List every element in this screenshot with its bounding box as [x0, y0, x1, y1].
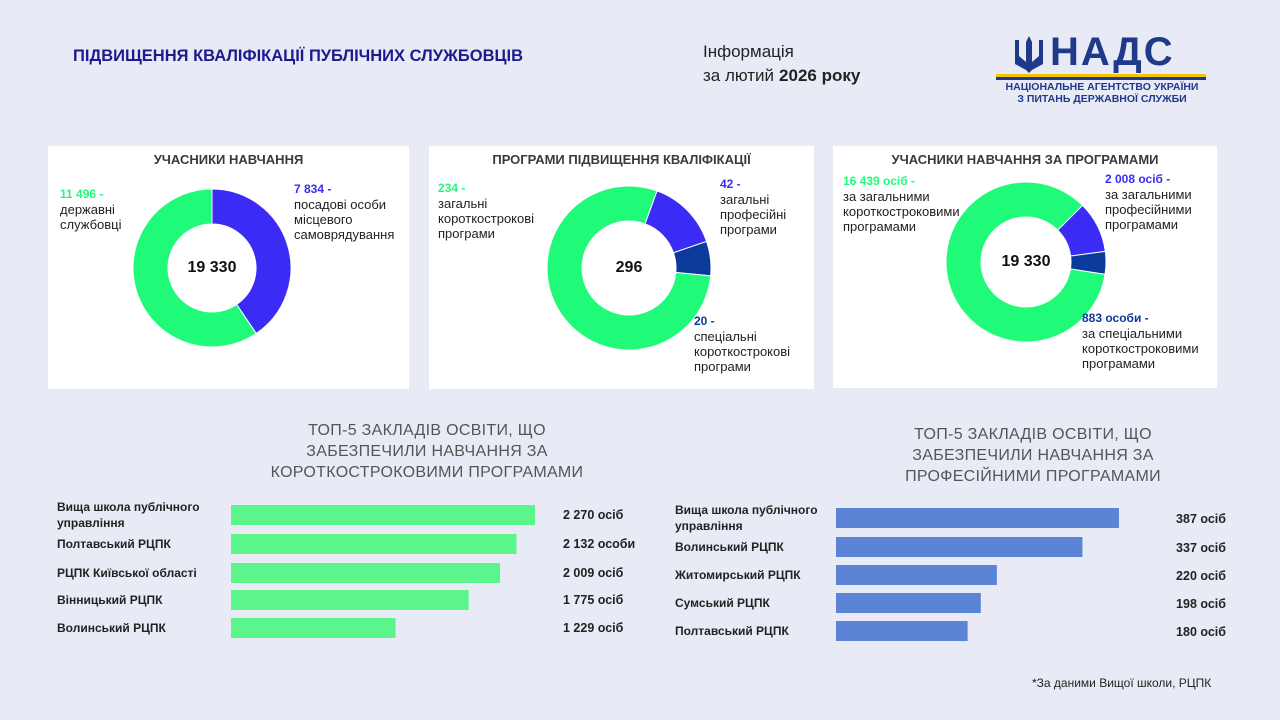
total-label: 296	[616, 259, 643, 276]
page-title: ПІДВИЩЕННЯ КВАЛІФІКАЦІЇ ПУБЛІЧНИХ СЛУЖБО…	[73, 47, 524, 65]
segment-label: 16 439 осіб - за загальними короткостроко…	[843, 174, 960, 234]
trident	[1015, 36, 1043, 73]
category-label: Вища школа публічного управління	[675, 503, 818, 533]
donut-segment	[672, 240, 712, 277]
segment-label: 2 008 осіб - за загальними професійними п…	[1105, 172, 1217, 232]
bar	[836, 508, 1119, 528]
panel-title: ПРОГРАМИ ПІДВИЩЕННЯ КВАЛІФІКАЦІЇ	[492, 152, 751, 167]
value-label: 2 009 осіб	[563, 566, 624, 580]
panel-title: УЧАСНИКИ НАВЧАННЯ	[153, 152, 304, 167]
category-label: Волинський РЦПК	[57, 621, 166, 635]
footnote: *За даними Вищої школи, РЦПК	[1032, 676, 1212, 690]
value-label: 180 осіб	[1176, 625, 1226, 639]
category-label: Сумський РЦПК	[675, 596, 770, 610]
donut-segment	[211, 188, 292, 335]
value-label: 42 -	[720, 177, 741, 191]
value-label: 11 496 -	[60, 187, 104, 201]
value-label: 7 834 -	[294, 182, 332, 196]
category-label: РЦПК Київської області	[57, 566, 197, 580]
category-label: Волинський РЦПК	[675, 540, 784, 554]
donut-segment	[132, 188, 257, 348]
panel-title: УЧАСНИКИ НАВЧАННЯ ЗА ПРОГРАМАМИ	[891, 152, 1159, 167]
trident-icon	[1015, 36, 1043, 73]
category-label: загальні короткострокові програми	[438, 196, 535, 241]
total-label: 19 330	[1002, 253, 1051, 270]
chart-title: ТОП-5 ЗАКЛАДІВ ОСВІТИ, ЩО ЗАБЕЗПЕЧИЛИ НА…	[270, 422, 584, 481]
bar	[836, 621, 968, 641]
donut-segment	[1069, 250, 1107, 275]
bar	[231, 505, 535, 525]
category-label: Вінницький РЦПК	[57, 593, 163, 607]
value-label: 1 775 осіб	[563, 593, 624, 607]
category-label: посадові особи місцевого самоврядування	[294, 197, 395, 242]
donut-segment	[644, 190, 708, 254]
bar	[836, 565, 997, 585]
bar	[836, 593, 981, 613]
logo-stripe	[996, 74, 1206, 77]
logo-line: З ПИТАНЬ ДЕРЖАВНОЇ СЛУЖБИ	[1017, 93, 1187, 105]
bar	[231, 590, 469, 610]
bar	[231, 534, 517, 554]
bar	[231, 563, 501, 583]
value-label: 220 осіб	[1176, 569, 1226, 583]
segment-label: 883 особи - за спеціальними короткостроко…	[1082, 311, 1222, 371]
value-label: 387 осіб	[1176, 512, 1226, 526]
info-month: за лютий	[703, 66, 775, 85]
bar	[231, 618, 396, 638]
category-label: спеціальні короткострокові програми	[694, 329, 791, 374]
category-label: Житомирський РЦПК	[675, 568, 801, 582]
category-label: загальні професійні програми	[720, 192, 787, 237]
category-label: Вища школа публічного управління	[57, 500, 200, 530]
segment-label: 11 496 - державні службовці	[60, 187, 145, 232]
category-label: за загальними короткостроковими програма…	[843, 189, 960, 234]
segment-label: 7 834 - посадові особи місцевого самовряд…	[294, 182, 412, 242]
segment-label: 234 - загальні короткострокові програми	[438, 181, 556, 241]
category-label: за загальними професійними програмами	[1105, 187, 1192, 232]
value-label: 337 осіб	[1176, 541, 1226, 555]
category-label: за спеціальними короткостроковими програ…	[1082, 326, 1199, 371]
logo-line: НАЦІОНАЛЬНЕ АГЕНТСТВО УКРАЇНИ	[1005, 81, 1199, 93]
value-label: 16 439 осіб -	[843, 174, 915, 188]
category-label: Полтавський РЦПК	[675, 624, 789, 638]
panel	[48, 146, 409, 389]
chart-title: ТОП-5 ЗАКЛАДІВ ОСВІТИ, ЩО ЗАБЕЗПЕЧИЛИ НА…	[905, 426, 1161, 485]
value-label: 234 -	[438, 181, 466, 195]
info-line: Інформація	[703, 42, 794, 61]
value-label: 20 -	[694, 314, 715, 328]
value-label: 2 270 осіб	[563, 508, 624, 522]
logo-stripe	[996, 77, 1206, 80]
value-label: 1 229 осіб	[563, 621, 624, 635]
info-period: за лютий 2026 року	[703, 66, 860, 86]
total-label: 19 330	[188, 259, 237, 276]
value-label: 2 008 осіб -	[1105, 172, 1171, 186]
category-label: державні службовці	[60, 202, 122, 232]
value-label: 2 132 особи	[563, 537, 636, 551]
segment-label: 42 - загальні професійні програми	[720, 177, 805, 237]
bar	[836, 537, 1083, 557]
value-label: 198 осіб	[1176, 597, 1226, 611]
info-year: 2026 року	[779, 66, 861, 85]
value-label: 883 особи -	[1082, 311, 1149, 325]
category-label: Полтавський РЦПК	[57, 537, 171, 551]
logo-name: НАДС	[1050, 30, 1175, 74]
donut-segment	[546, 185, 712, 351]
segment-label: 20 - спеціальні короткострокові програми	[694, 314, 812, 374]
